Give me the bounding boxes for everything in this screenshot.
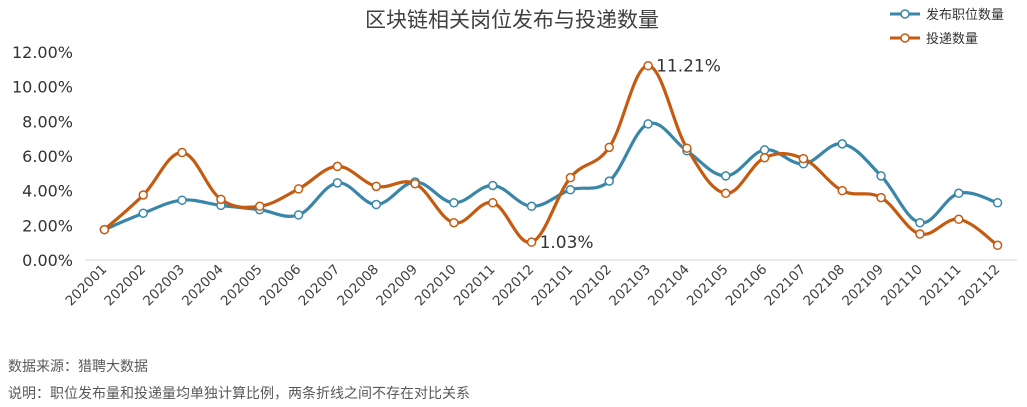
data-source-note: 数据来源：猎聘大数据	[8, 359, 148, 375]
x-tick-label: 202105	[684, 262, 732, 310]
series-1-point	[876, 171, 886, 181]
y-tick-label: 6.00%	[22, 147, 73, 166]
series-2-point	[216, 194, 226, 205]
data-label: 1.03%	[540, 233, 594, 253]
series-1-point	[643, 119, 653, 129]
series-1-point	[449, 198, 459, 208]
series-2-point	[565, 172, 576, 183]
series-1-point	[526, 201, 537, 212]
y-tick-label: 4.00%	[22, 182, 73, 201]
series-1-point	[992, 198, 1003, 208]
series-2-point	[837, 185, 847, 196]
x-tick-label: 202008	[334, 262, 382, 310]
x-tick-label: 202102	[567, 262, 615, 310]
legend-label: 投递数量	[926, 31, 978, 47]
y-tick-label: 2.00%	[22, 216, 73, 235]
series-2-point	[177, 147, 187, 158]
x-tick-label: 202011	[451, 262, 499, 310]
series-1-point	[293, 210, 304, 220]
series-2-point	[488, 198, 498, 208]
data-label: 11.21%	[656, 57, 721, 77]
x-tick-label: 202108	[800, 262, 848, 310]
series-1-point	[721, 171, 731, 181]
series-2-point	[643, 60, 653, 71]
series-1-point	[604, 176, 614, 186]
x-tick-label: 202004	[179, 262, 227, 310]
series-layer	[99, 60, 1003, 251]
series-1-point	[138, 208, 148, 218]
description-note: 说明：职位发布量和投递量均单独计算比例，两条折线之间不存在对比关系	[8, 386, 470, 402]
series-2-point	[992, 240, 1003, 251]
series-2-point	[876, 192, 886, 203]
y-tick-label: 0.00%	[22, 251, 73, 270]
series-1-point	[954, 188, 964, 199]
x-tick-label: 202111	[917, 262, 965, 310]
series-2-point	[682, 143, 692, 153]
x-tick-label: 202005	[218, 262, 266, 310]
x-tick-label: 202109	[839, 262, 887, 310]
series-2-point	[449, 217, 459, 228]
x-tick-label: 202103	[606, 262, 654, 310]
y-tick-label: 12.00%	[12, 43, 73, 62]
x-tick-label: 202112	[956, 262, 1004, 310]
x-tick-label: 202007	[295, 262, 343, 310]
series-2-point	[410, 178, 420, 189]
x-tick-label: 202009	[373, 262, 421, 310]
y-tick-label: 10.00%	[12, 78, 73, 97]
y-tick-label: 8.00%	[22, 112, 73, 131]
series-1-point	[565, 185, 576, 195]
series-2-point	[604, 142, 614, 153]
series-1-point	[488, 180, 498, 191]
x-tick-label: 202110	[878, 262, 926, 310]
series-2-point	[915, 229, 925, 239]
legend-label: 发布职位数量	[926, 7, 1004, 23]
legend-marker	[900, 9, 910, 19]
chart-title: 区块链相关岗位发布与投递数量	[365, 8, 659, 32]
series-2-point	[293, 184, 304, 194]
legend-marker	[900, 33, 910, 43]
series-2-point	[255, 201, 265, 212]
x-tick-label: 202003	[140, 262, 188, 310]
series-2-point	[954, 214, 964, 225]
series-1-point	[332, 178, 343, 188]
y-axis-ticks: 0.00% 2.00% 4.00% 6.00% 8.00% 10.00% 12.00%	[12, 43, 73, 270]
series-2-point	[798, 153, 809, 164]
series-2-point	[721, 188, 731, 199]
annotations: 11.21% 1.03%	[540, 57, 721, 253]
x-tick-label: 202010	[412, 262, 460, 310]
series-1-point	[177, 195, 187, 205]
series-1-point	[915, 217, 925, 228]
series-2-point	[138, 190, 148, 200]
series-2-point	[99, 224, 110, 235]
series-2-point	[526, 237, 537, 247]
x-tick-label: 202012	[490, 262, 538, 310]
x-tick-label: 202101	[528, 262, 576, 310]
x-tick-label: 202002	[101, 262, 149, 310]
series-1-point	[837, 139, 847, 149]
x-tick-label: 202107	[761, 262, 809, 310]
x-tick-label: 202106	[723, 262, 771, 310]
series-1-point	[371, 199, 381, 210]
x-tick-label: 202104	[645, 262, 693, 310]
x-tick-label: 202006	[257, 262, 305, 310]
x-axis-ticks: 2020012020022020032020042020052020062020…	[62, 262, 1003, 310]
series-1-point	[759, 145, 770, 155]
series-2-point	[371, 181, 381, 192]
series-2-point	[759, 152, 770, 163]
series-2-point	[332, 161, 343, 172]
